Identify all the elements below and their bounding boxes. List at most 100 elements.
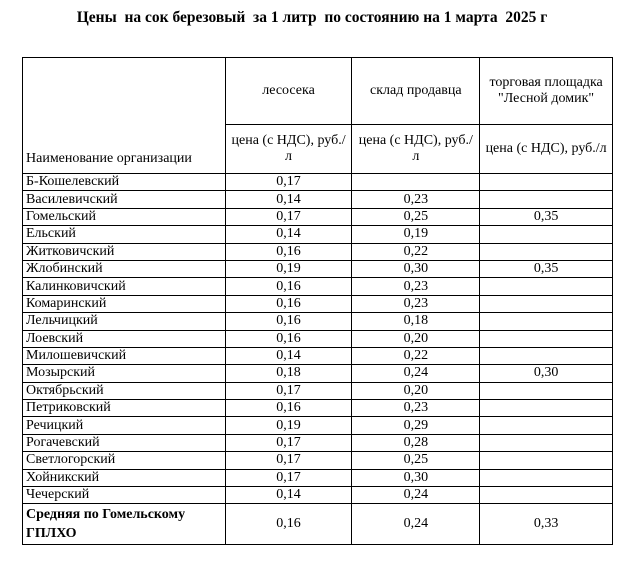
header-cutting-area: лесосека [224, 57, 353, 125]
price-trading-platform [479, 433, 613, 453]
table-row: Октябрьский 0,17 0,20 [22, 381, 613, 401]
org-name: Рогачевский [22, 433, 226, 453]
org-name: Средняя по Гомельскому ГПЛХО [22, 503, 226, 546]
table-row: Мозырский 0,18 0,24 0,30 [22, 364, 613, 383]
header-row: Наименование организации лесосека склад … [22, 57, 613, 174]
price-trading-platform: 0,35 [479, 207, 613, 227]
unit-label: цена (с НДС), руб./л [224, 124, 353, 174]
price-warehouse: 0,30 [351, 468, 481, 488]
price-cutting-area: 0,14 [224, 346, 353, 366]
price-warehouse: 0,23 [351, 277, 481, 296]
org-name: Василевичский [22, 190, 226, 209]
price-cutting-area: 0,17 [224, 468, 353, 488]
document-title: Цены на сок березовый за 1 литр по состо… [76, 9, 548, 26]
table-row: Комаринский 0,16 0,23 [22, 294, 613, 314]
price-cutting-area: 0,16 [224, 312, 353, 331]
price-cutting-area: 0,14 [224, 486, 353, 505]
price-trading-platform: 0,33 [479, 503, 613, 546]
org-name: Комаринский [22, 294, 226, 314]
price-warehouse: 0,25 [351, 451, 481, 470]
org-name: Жлобинский [22, 259, 226, 279]
header-trading-platform: торговая площадка "Лесной домик" [479, 57, 613, 125]
price-cutting-area: 0,17 [224, 433, 353, 453]
price-trading-platform [479, 399, 613, 418]
price-warehouse: 0,30 [351, 259, 481, 279]
price-cutting-area: 0,16 [224, 242, 353, 261]
price-warehouse: 0,24 [351, 503, 481, 546]
table-row: Лоевский 0,16 0,20 [22, 329, 613, 348]
price-trading-platform [479, 416, 613, 435]
price-warehouse: 0,22 [351, 346, 481, 366]
price-warehouse [351, 172, 481, 192]
org-name: Хойникский [22, 468, 226, 488]
price-warehouse: 0,18 [351, 312, 481, 331]
price-warehouse: 0,24 [351, 486, 481, 505]
table-row: Лельчицкий 0,16 0,18 [22, 312, 613, 331]
table-row: Светлогорский 0,17 0,25 [22, 451, 613, 470]
price-warehouse: 0,22 [351, 242, 481, 261]
org-name: Лельчицкий [22, 312, 226, 331]
price-cutting-area: 0,16 [224, 399, 353, 418]
table-row: Петриковский 0,16 0,23 [22, 399, 613, 418]
price-trading-platform [479, 294, 613, 314]
price-warehouse: 0,24 [351, 364, 481, 383]
price-trading-platform [479, 242, 613, 261]
table-row: Ельский 0,14 0,19 [22, 225, 613, 244]
price-trading-platform [479, 225, 613, 244]
org-name: Калинковичский [22, 277, 226, 296]
price-warehouse: 0,28 [351, 433, 481, 453]
org-name: Б-Кошелевский [22, 172, 226, 192]
price-warehouse: 0,19 [351, 225, 481, 244]
org-name: Ельский [22, 225, 226, 244]
table-row: Калинковичский 0,16 0,23 [22, 277, 613, 296]
price-trading-platform [479, 172, 613, 192]
price-warehouse: 0,23 [351, 190, 481, 209]
price-trading-platform [479, 346, 613, 366]
price-cutting-area: 0,19 [224, 416, 353, 435]
table-row: Василевичский 0,14 0,23 [22, 190, 613, 209]
table-row: Б-Кошелевский 0,17 [22, 172, 613, 192]
price-table: Наименование организации лесосека склад … [22, 57, 613, 546]
unit-label: цена (с НДС), руб./л [351, 124, 481, 174]
price-warehouse: 0,25 [351, 207, 481, 227]
price-cutting-area: 0,17 [224, 451, 353, 470]
price-trading-platform [479, 468, 613, 488]
price-cutting-area: 0,14 [224, 190, 353, 209]
price-cutting-area: 0,19 [224, 259, 353, 279]
table-row: Речицкий 0,19 0,29 [22, 416, 613, 435]
price-cutting-area: 0,14 [224, 225, 353, 244]
org-name: Лоевский [22, 329, 226, 348]
price-warehouse: 0,23 [351, 294, 481, 314]
price-warehouse: 0,20 [351, 381, 481, 401]
price-trading-platform [479, 277, 613, 296]
price-cutting-area: 0,17 [224, 381, 353, 401]
org-name: Речицкий [22, 416, 226, 435]
org-name: Милошевичский [22, 346, 226, 366]
price-cutting-area: 0,17 [224, 207, 353, 227]
price-warehouse: 0,23 [351, 399, 481, 418]
table-row: Милошевичский 0,14 0,22 [22, 346, 613, 366]
price-cutting-area: 0,16 [224, 277, 353, 296]
org-name: Гомельский [22, 207, 226, 227]
price-cutting-area: 0,16 [224, 503, 353, 546]
price-warehouse: 0,20 [351, 329, 481, 348]
price-trading-platform [479, 486, 613, 505]
org-name: Чечерский [22, 486, 226, 505]
total-row: Средняя по Гомельскому ГПЛХО 0,16 0,24 0,33 [22, 503, 613, 546]
price-cutting-area: 0,16 [224, 294, 353, 314]
price-trading-platform: 0,35 [479, 259, 613, 279]
org-name: Мозырский [22, 364, 226, 383]
price-trading-platform [479, 190, 613, 209]
header-seller-warehouse: склад продавца [351, 57, 481, 125]
price-trading-platform [479, 312, 613, 331]
price-cutting-area: 0,16 [224, 329, 353, 348]
header-organization: Наименование организации [22, 57, 226, 174]
price-trading-platform [479, 451, 613, 470]
price-trading-platform: 0,30 [479, 364, 613, 383]
table-row: Житковичский 0,16 0,22 [22, 242, 613, 261]
org-name: Петриковский [22, 399, 226, 418]
price-warehouse: 0,29 [351, 416, 481, 435]
price-trading-platform [479, 381, 613, 401]
price-trading-platform [479, 329, 613, 348]
table-row: Рогачевский 0,17 0,28 [22, 433, 613, 453]
